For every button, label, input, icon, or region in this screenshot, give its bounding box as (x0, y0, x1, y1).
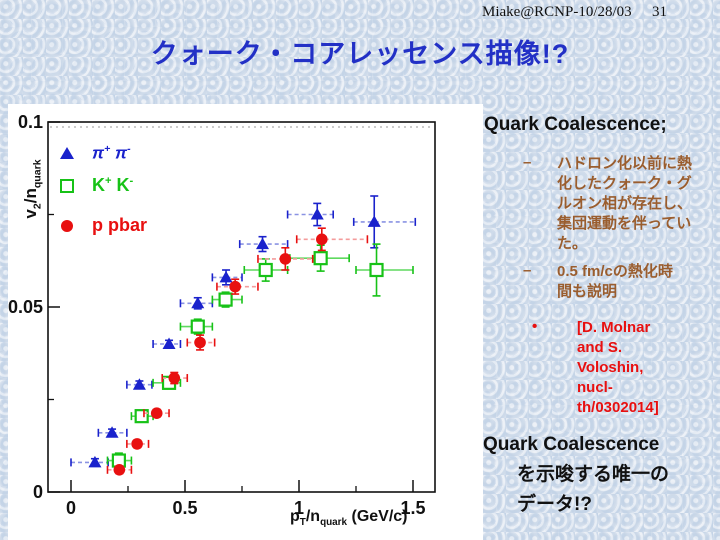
pion-marker (256, 237, 270, 250)
conclusion-line-1: Quark Coalescence (483, 434, 660, 455)
pion-marker (88, 455, 102, 468)
pion-marker (132, 378, 146, 390)
dash-marker: – (523, 262, 532, 279)
pion-marker (310, 208, 324, 220)
slide-title: クォーク・コアレッセンス描像!? (150, 39, 570, 69)
proton-marker (316, 233, 328, 246)
proton-marker (279, 253, 292, 265)
x-tick-label: 0 (66, 498, 76, 518)
kaon-marker (134, 409, 149, 424)
kaon-marker (218, 292, 233, 307)
bullet-hadronization-text: ハドロン化以前に熱 化したクォーク・グ ルオン相が存在し、 集団運動を伴ってい … (557, 155, 693, 252)
plot-frame (47, 121, 436, 493)
y-tick-label: 0.05 (8, 297, 43, 317)
y-axis-title: v2/nquark (21, 159, 44, 219)
kaon-marker (313, 251, 328, 266)
x-tick-label: 0.5 (172, 498, 197, 518)
proton-marker (131, 438, 143, 450)
pion-marker (367, 215, 381, 227)
proton-marker (229, 280, 241, 293)
pion-marker (105, 426, 119, 438)
x-tick-label: 1 (294, 498, 304, 518)
pion-marker (191, 296, 205, 309)
page-number: 31 (652, 4, 667, 20)
bullet-hadronization: – ハドロン化以前に熱 化したクォーク・グ ルオン相が存在し、 集団運動を伴って… (523, 154, 692, 254)
x-axis-title: pT/nquark (GeV/c) (290, 508, 408, 529)
proton-marker (194, 336, 206, 349)
proton-marker (113, 464, 126, 476)
proton-marker (168, 372, 181, 384)
chart-panel: 0 0.5 1 1.5 0 0.05 0.1 v2/nquark pT/nquark (Ge… (8, 104, 483, 540)
y-tick-label: 0.1 (18, 112, 43, 132)
v2-chart-svg: 0 0.5 1 1.5 0 0.05 0.1 (8, 112, 436, 518)
quark-coalescence-heading: Quark Coalescence; (484, 114, 667, 135)
header-credit: Miake@RCNP-10/28/03 (482, 4, 632, 20)
citation-bullet: • [D. Molnar and S. Voloshin, nucl- th/0… (532, 318, 659, 418)
kaon-marker (369, 262, 384, 278)
conclusion-line-3: データ!? (517, 494, 592, 515)
citation-text: [D. Molnar and S. Voloshin, nucl- th/030… (577, 319, 659, 416)
conclusion-line-2: を示唆する唯一の (517, 464, 670, 485)
bullet-thermalization-text: 0.5 fm/cの熱化時 間も説明 (557, 263, 673, 300)
proton-marker (150, 407, 163, 419)
kaon-marker (258, 262, 273, 278)
pion-marker (219, 270, 233, 283)
x-tick-label: 1.5 (400, 498, 425, 518)
dash-marker: – (523, 154, 532, 171)
pion-marker (162, 337, 176, 349)
bullet-thermalization-time: – 0.5 fm/cの熱化時 間も説明 (523, 262, 673, 302)
y-tick-label: 0 (33, 482, 43, 502)
kaon-marker (190, 319, 205, 334)
bullet-dot-marker: • (532, 318, 538, 335)
